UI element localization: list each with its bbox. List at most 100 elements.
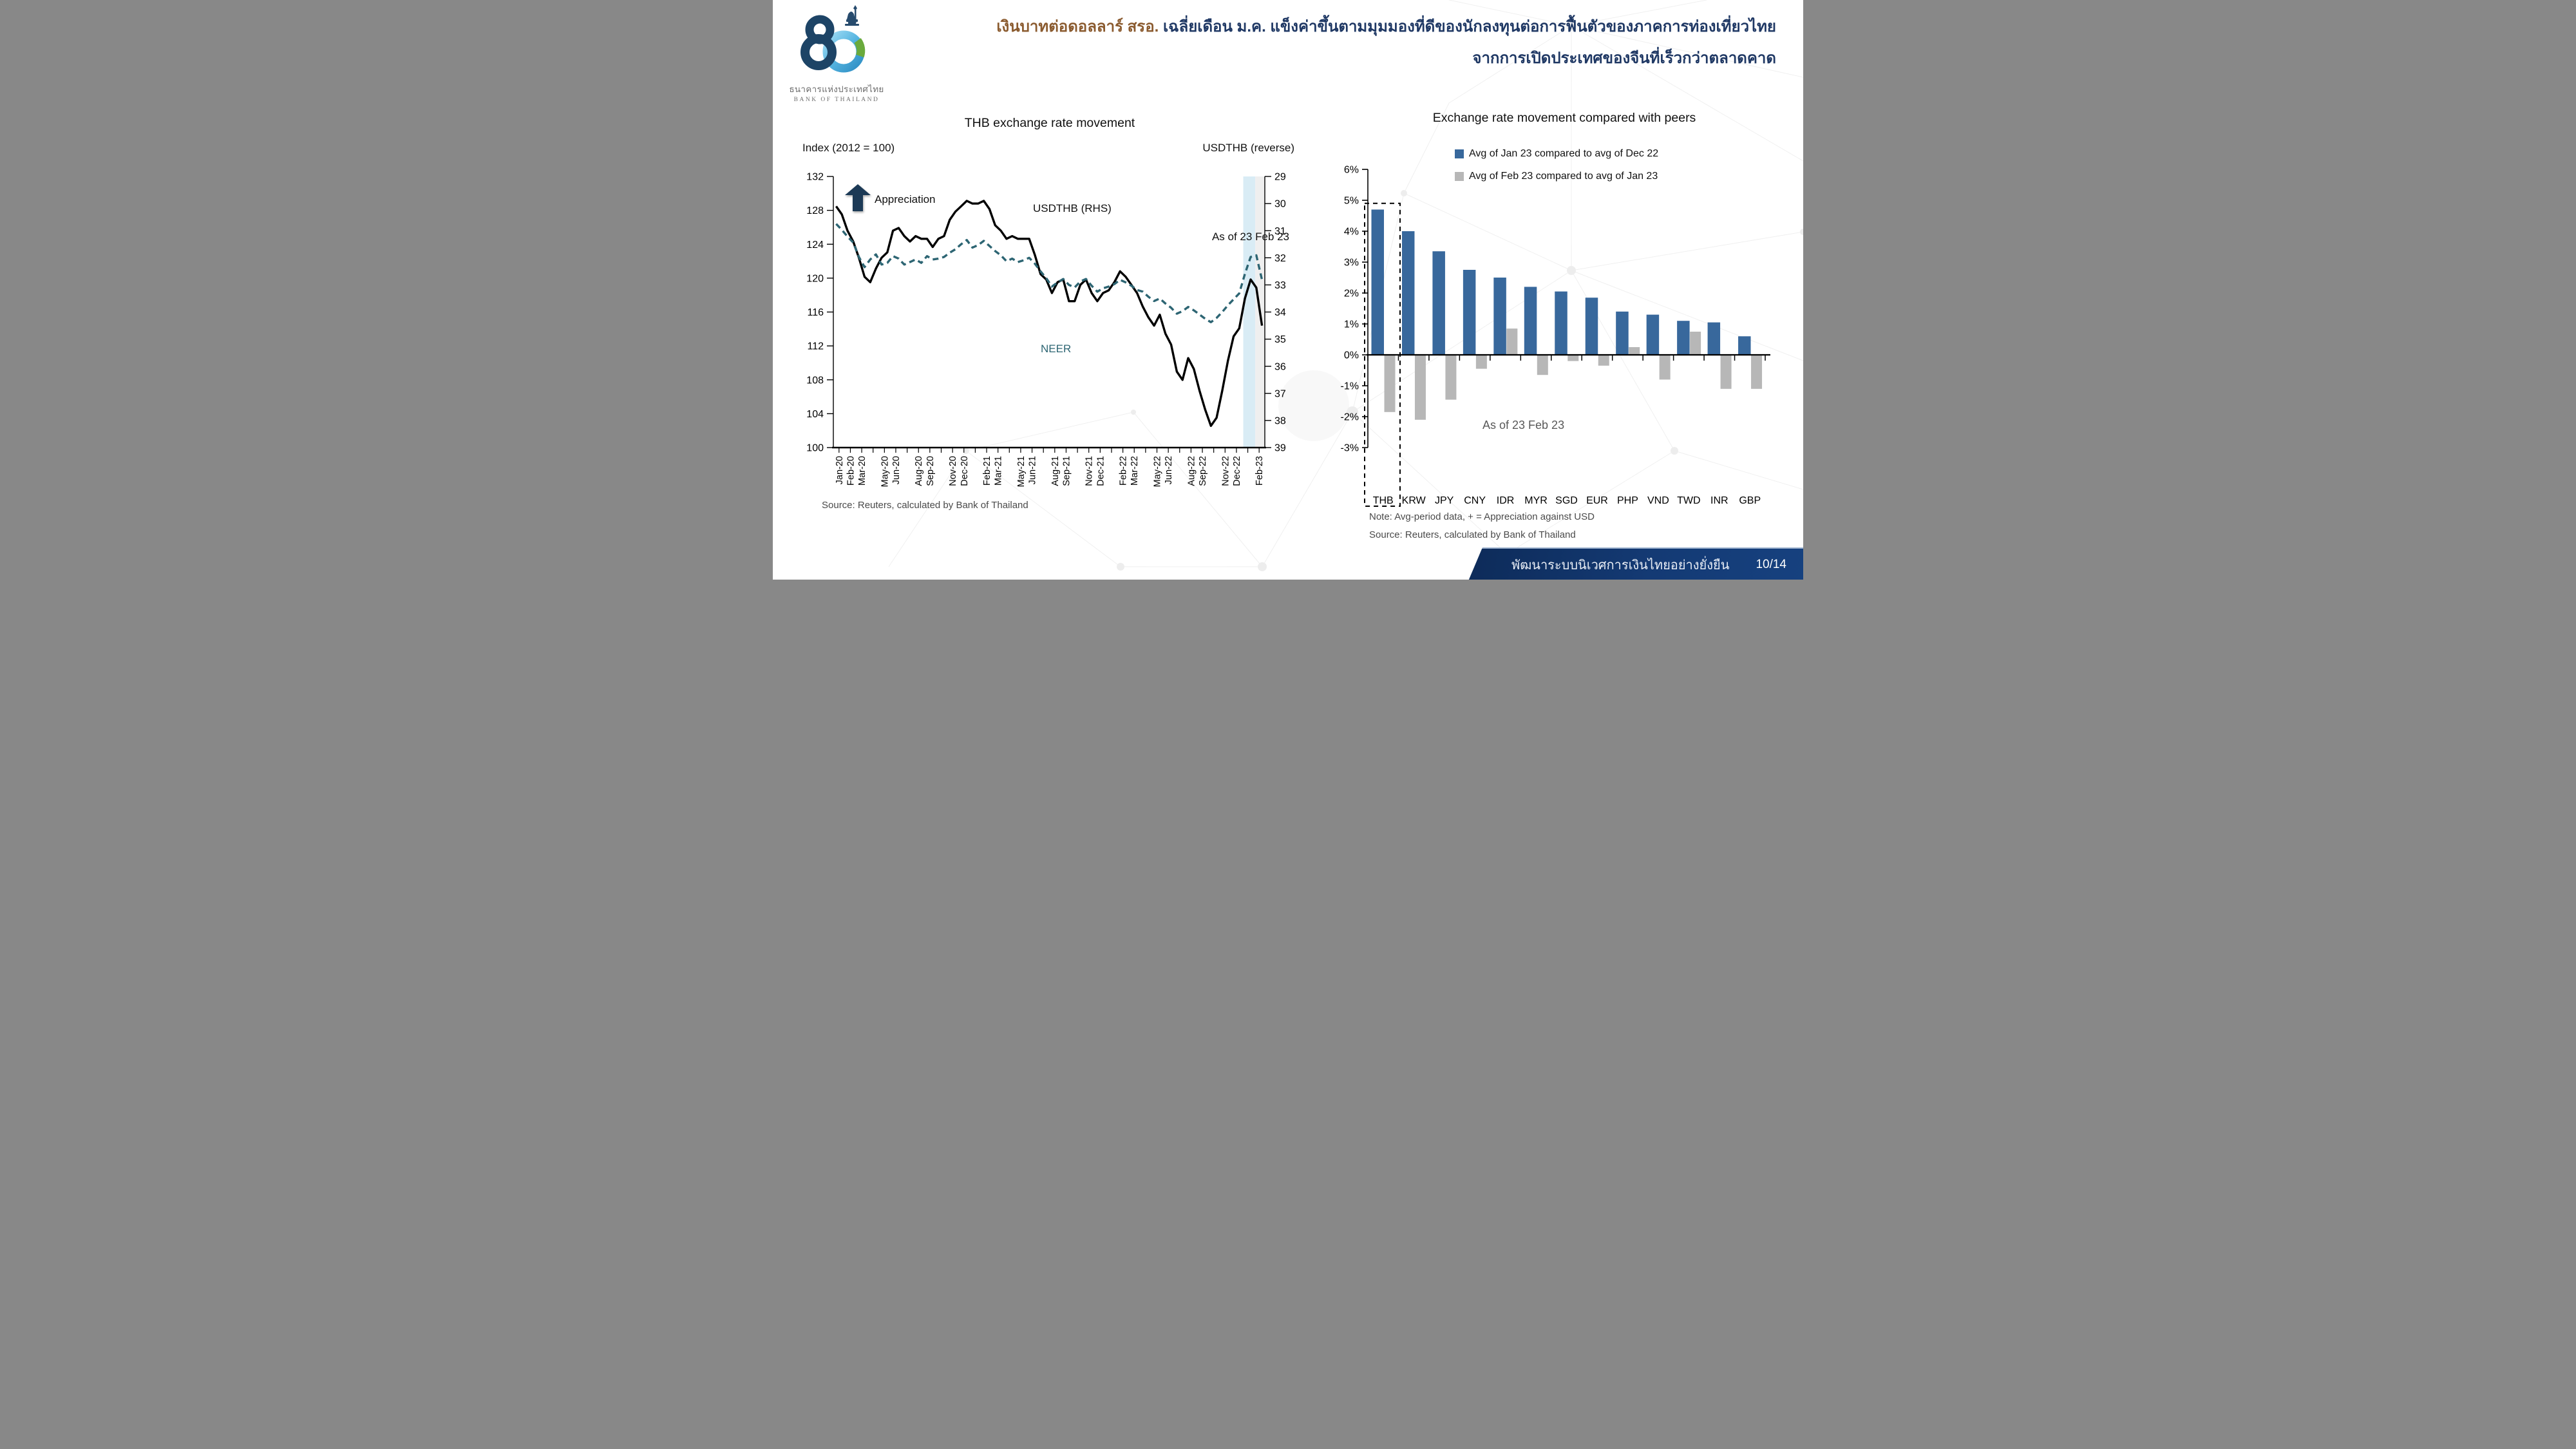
svg-text:6%: 6% <box>1344 165 1359 176</box>
category-ticks <box>1367 355 1766 361</box>
bar-cny <box>1463 270 1476 355</box>
bar-sgd <box>1567 355 1579 361</box>
bar-krw <box>1401 231 1415 355</box>
bar-krw <box>1414 355 1426 420</box>
svg-text:36: 36 <box>1274 361 1286 372</box>
svg-text:EUR: EUR <box>1586 495 1608 506</box>
svg-text:Feb-22: Feb-22 <box>1119 456 1129 486</box>
bar-gbp <box>1751 355 1763 389</box>
svg-text:120: 120 <box>806 273 824 284</box>
svg-text:May-21: May-21 <box>1016 456 1027 487</box>
peers-comparison-chart: Exchange rate movement compared with pee… <box>1329 103 1799 554</box>
svg-text:May-20: May-20 <box>880 456 890 487</box>
line-chart-title: THB exchange rate movement <box>964 116 1135 130</box>
svg-text:Mar-21: Mar-21 <box>994 456 1004 486</box>
bar-axes: 6% 5% 4% 3% 2% 1% 0% -1% -2% -3% <box>1341 165 1368 454</box>
svg-text:Sep-21: Sep-21 <box>1061 456 1072 486</box>
slide-title-highlight: เงินบาทต่อดอลลาร์ สรอ. <box>996 18 1159 35</box>
svg-text:124: 124 <box>806 240 824 251</box>
svg-text:Aug-22: Aug-22 <box>1186 456 1197 486</box>
svg-text:Dec-20: Dec-20 <box>960 456 970 486</box>
bank-name-english: BANK OF THAILAND <box>793 97 880 103</box>
bar-inr <box>1720 355 1732 389</box>
svg-text:Feb-21: Feb-21 <box>982 456 992 486</box>
category-labels: THB KRW JPY CNY IDR MYR SGD EUR PHP VND TWD INR GBP <box>1373 495 1761 506</box>
slide: ธนาคารแห่งประเทศไทย BANK OF THAILAND เงิ… <box>773 0 1803 580</box>
bar-twd <box>1690 332 1701 355</box>
svg-text:INR: INR <box>1710 495 1728 506</box>
slide-title-line2: จากการเปิดประเทศของจีนที่เร็วกว่าตลาดคาด <box>1472 50 1776 67</box>
legend-label-feb23: Avg of Feb 23 compared to avg of Jan 23 <box>1469 171 1658 182</box>
bar-myr <box>1524 287 1537 355</box>
bank-name-thai: ธนาคารแห่งประเทศไทย <box>789 84 884 94</box>
bar-chart-plot: 6% 5% 4% 3% 2% 1% 0% -1% -2% -3% THB KRW JPY CNY IDR MY… <box>1341 165 1770 507</box>
svg-text:Sep-20: Sep-20 <box>925 456 936 486</box>
svg-text:KRW: KRW <box>1402 495 1426 506</box>
svg-text:0%: 0% <box>1344 350 1359 361</box>
bar-vnd <box>1646 314 1660 355</box>
bar-jpy <box>1432 251 1445 355</box>
svg-text:-2%: -2% <box>1341 412 1359 423</box>
svg-text:-3%: -3% <box>1341 443 1359 454</box>
highlight-bands <box>1243 176 1265 448</box>
svg-text:Nov-20: Nov-20 <box>948 456 958 486</box>
left-axis-caption: Index (2012 = 100) <box>802 142 895 154</box>
axes <box>832 176 1266 449</box>
svg-text:32: 32 <box>1274 253 1286 264</box>
bar-eur <box>1585 298 1598 355</box>
svg-text:100: 100 <box>806 443 824 454</box>
svg-text:MYR: MYR <box>1524 495 1548 506</box>
legend-label-jan23: Avg of Jan 23 compared to avg of Dec 22 <box>1469 148 1659 159</box>
right-axis-caption: USDTHB (reverse) <box>1202 142 1294 154</box>
appreciation-up-arrow-icon <box>845 184 871 211</box>
svg-text:May-22: May-22 <box>1153 456 1163 487</box>
line-chart-plot: 132 128 124 120 116 112 108 104 100 29 30 31 32 33 34 3… <box>806 172 1286 488</box>
thb-highlight-box <box>1364 202 1401 507</box>
svg-text:IDR: IDR <box>1497 495 1515 506</box>
bar-twd <box>1677 321 1690 355</box>
bot-80th-anniversary-logo-icon <box>800 5 866 73</box>
line-chart-source: Source: Reuters, calculated by Bank of T… <box>822 500 1028 511</box>
bar-gbp <box>1738 336 1751 355</box>
bar-thb <box>1371 209 1384 355</box>
svg-text:5%: 5% <box>1344 196 1359 207</box>
page-number: 10/14 <box>1756 558 1786 571</box>
bar-cny <box>1475 355 1487 369</box>
bar-eur <box>1598 355 1609 366</box>
svg-text:2%: 2% <box>1344 289 1359 299</box>
svg-text:TWD: TWD <box>1677 495 1700 506</box>
svg-text:37: 37 <box>1274 388 1286 399</box>
svg-text:Dec-21: Dec-21 <box>1095 456 1106 486</box>
svg-text:4%: 4% <box>1344 227 1359 238</box>
svg-text:112: 112 <box>807 341 824 352</box>
footer-slogan: พัฒนาระบบนิเวศการเงินไทยอย่างยั่งยืน <box>1511 558 1730 573</box>
slide-title: เงินบาทต่อดอลลาร์ สรอ. เฉลี่ยเดือน ม.ค. … <box>939 17 1776 69</box>
bar-chart-source: Source: Reuters, calculated by Bank of T… <box>1369 529 1576 540</box>
as-of-date-label: As of 23 Feb 23 <box>1211 231 1289 243</box>
left-axis-ticks: 132 128 124 120 116 112 108 104 100 <box>806 172 833 454</box>
svg-text:GBP: GBP <box>1739 495 1761 506</box>
svg-text:Feb-23: Feb-23 <box>1255 456 1265 486</box>
svg-text:33: 33 <box>1274 280 1286 291</box>
svg-text:Sep-22: Sep-22 <box>1198 456 1208 486</box>
svg-text:THB: THB <box>1373 495 1394 506</box>
bar-as-of-date-label: As of 23 Feb 23 <box>1482 419 1565 431</box>
svg-text:104: 104 <box>806 409 824 420</box>
bar-inr <box>1707 322 1721 355</box>
svg-text:Mar-22: Mar-22 <box>1130 456 1140 486</box>
svg-text:128: 128 <box>806 205 824 216</box>
svg-text:Jan-20: Jan-20 <box>835 456 845 484</box>
bar-php <box>1616 311 1629 355</box>
svg-text:PHP: PHP <box>1617 495 1638 506</box>
x-axis-ticks: Jan-20 Feb-20 Mar-20 May-20 Jun-20 Aug-20 Sep-… <box>835 448 1265 487</box>
usdthb-series-line <box>835 200 1264 427</box>
neer-series-label: NEER <box>1041 343 1072 355</box>
legend-swatch-blue <box>1455 149 1464 158</box>
svg-text:34: 34 <box>1274 307 1286 318</box>
svg-text:Nov-21: Nov-21 <box>1084 456 1095 486</box>
right-axis-ticks: 29 30 31 32 33 34 35 36 37 38 39 <box>1265 172 1286 454</box>
svg-text:3%: 3% <box>1344 258 1359 269</box>
legend-swatch-gray <box>1455 172 1464 181</box>
appreciation-label: Appreciation <box>875 193 936 205</box>
slide-title-rest: เฉลี่ยเดือน ม.ค. แข็งค่าขึ้นตามมุมมองที่… <box>1159 18 1776 35</box>
